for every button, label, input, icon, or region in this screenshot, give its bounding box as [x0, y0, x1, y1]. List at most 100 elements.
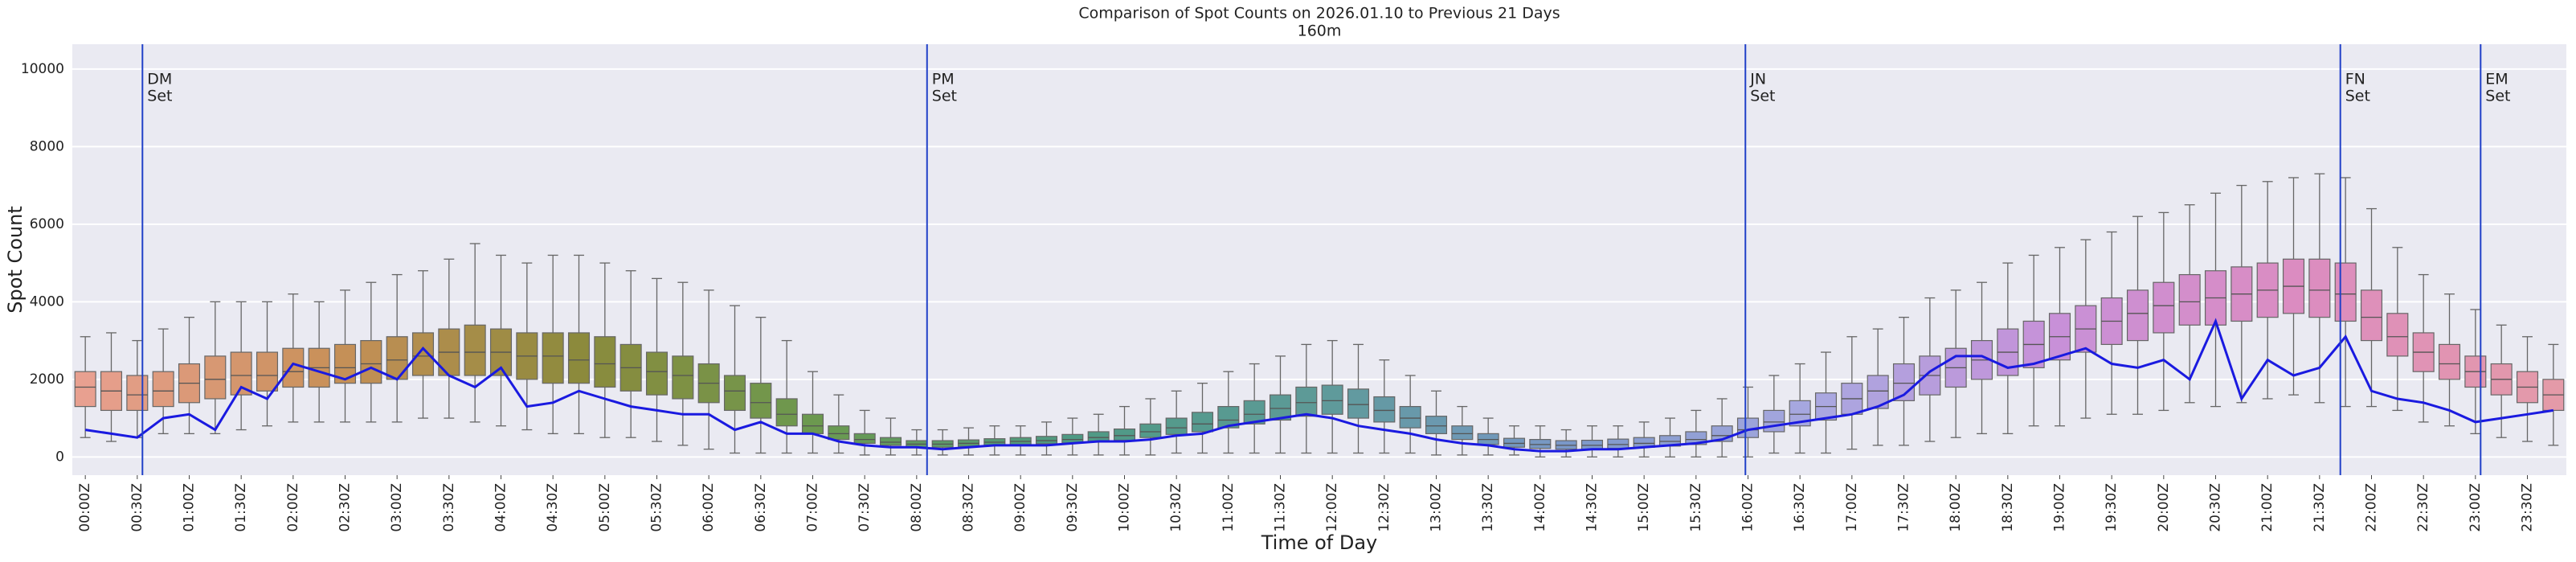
box [1321, 384, 1343, 415]
x-tick-label: 20:00Z [2156, 483, 2172, 532]
x-tick-label: 06:30Z [753, 483, 769, 532]
x-tick-label: 23:00Z [2468, 483, 2484, 532]
x-tick-label: 19:30Z [2104, 483, 2120, 532]
box [256, 351, 279, 392]
box [1373, 396, 1396, 423]
box [1503, 437, 1526, 448]
box [386, 336, 408, 380]
x-tick-label: 14:00Z [1532, 483, 1548, 532]
annotation-text: JN [1749, 71, 1766, 88]
x-tick-label: 07:00Z [805, 483, 821, 532]
box [1295, 386, 1318, 417]
box [1347, 388, 1370, 419]
annotation-text: EM [2485, 71, 2508, 88]
y-tick-label: 6000 [30, 216, 64, 232]
x-tick-label: 04:30Z [545, 483, 561, 532]
box [152, 371, 174, 408]
box [1607, 438, 1629, 449]
x-tick-label: 08:30Z [961, 483, 977, 532]
annotation-text: DM [147, 71, 172, 88]
x-tick-label: 21:00Z [2259, 483, 2275, 532]
box [74, 371, 96, 408]
x-tick-label: 20:30Z [2208, 483, 2224, 532]
box [1269, 394, 1292, 421]
y-tick-label: 8000 [30, 138, 64, 154]
y-tick-label: 4000 [30, 293, 64, 310]
x-tick-label: 18:00Z [1948, 483, 1964, 532]
x-tick-label: 12:00Z [1324, 483, 1340, 532]
box [1035, 436, 1058, 445]
annotation-text: Set [932, 88, 957, 105]
box [1736, 417, 1760, 438]
x-tick-label: 12:30Z [1376, 483, 1392, 532]
x-tick-label: 22:30Z [2415, 483, 2431, 532]
box [1580, 439, 1604, 450]
x-tick-label: 01:00Z [182, 483, 198, 532]
x-tick-label: 05:30Z [649, 483, 665, 532]
x-tick-label: 03:30Z [441, 483, 457, 532]
x-tick-label: 11:30Z [1273, 483, 1289, 532]
x-tick-label: 19:00Z [2052, 483, 2068, 532]
box [828, 425, 850, 441]
x-tick-label: 15:30Z [1688, 483, 1704, 532]
x-tick-label: 08:00Z [909, 483, 925, 532]
box [2334, 262, 2357, 322]
x-tick-label: 17:00Z [1844, 483, 1860, 532]
annotation-text: Set [2345, 88, 2370, 105]
box [1425, 416, 1448, 434]
box [2153, 281, 2175, 334]
annotation-text: Set [1750, 88, 1775, 105]
x-tick-label: 02:30Z [337, 483, 354, 532]
day-line [84, 318, 2554, 453]
box [1191, 412, 1214, 433]
x-tick-label: 17:30Z [1896, 483, 1912, 532]
box [1763, 409, 1785, 433]
x-tick-label: 21:30Z [2312, 483, 2328, 532]
box [672, 355, 694, 400]
box [2126, 289, 2149, 342]
x-tick-label: 22:00Z [2364, 483, 2380, 532]
box [1165, 417, 1188, 435]
x-tick-label: 15:00Z [1636, 483, 1652, 532]
box [411, 332, 435, 376]
box [801, 413, 824, 434]
x-tick-label: 10:30Z [1168, 483, 1184, 532]
box [360, 339, 382, 384]
annotation-text: FN [2345, 71, 2365, 88]
x-tick-label: 18:30Z [2000, 483, 2016, 532]
x-tick-label: 13:00Z [1429, 483, 1445, 532]
chart-title: Comparison of Spot Counts on 2026.01.10 … [1078, 5, 1560, 23]
box [2308, 258, 2331, 318]
box [567, 332, 591, 384]
box [1139, 423, 1162, 438]
plot-area [72, 44, 2566, 475]
box [126, 375, 149, 412]
x-tick-label: 04:00Z [493, 483, 509, 532]
x-tick-label: 11:00Z [1221, 483, 1237, 532]
box [879, 437, 902, 446]
box [1451, 425, 1474, 441]
x-tick-label: 00:30Z [129, 483, 145, 532]
box [2360, 289, 2383, 342]
x-tick-label: 23:30Z [2520, 483, 2536, 532]
box [2178, 273, 2201, 326]
y-tick-label: 2000 [30, 371, 64, 388]
chart-subtitle: 160m [1298, 23, 1342, 40]
box [645, 351, 669, 396]
x-tick-label: 03:00Z [389, 483, 405, 532]
x-tick-label: 09:30Z [1065, 483, 1081, 532]
x-tick-label: 05:00Z [597, 483, 613, 532]
x-tick-label: 14:30Z [1584, 483, 1601, 532]
x-tick-label: 01:30Z [233, 483, 249, 532]
box [1087, 431, 1110, 442]
annotation-text: Set [2485, 88, 2510, 105]
annotation-text: PM [932, 71, 955, 88]
x-tick-label: 09:00Z [1012, 483, 1028, 532]
box [2438, 343, 2461, 380]
x-axis-title: Time of Day [1261, 531, 1378, 554]
x-tick-label: 02:00Z [285, 483, 301, 532]
box [723, 375, 746, 412]
box [1529, 439, 1552, 449]
x-tick-label: 10:00Z [1117, 483, 1133, 532]
